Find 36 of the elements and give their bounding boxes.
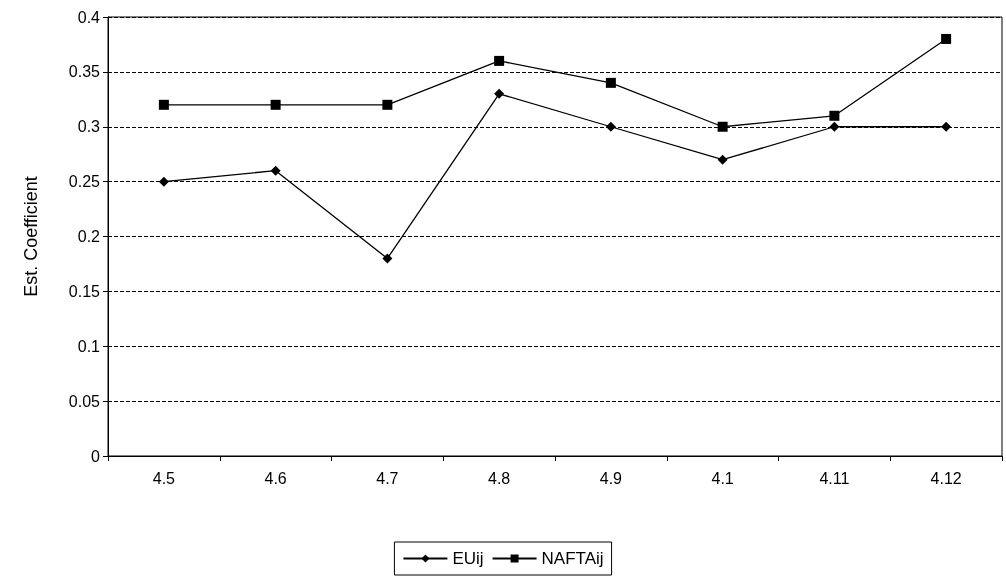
legend-label: EUij [452, 549, 484, 568]
point [270, 165, 281, 176]
point [494, 88, 505, 99]
x-tick-label: 4.8 [488, 469, 511, 487]
point [829, 121, 840, 132]
y-axis-title: Est. Coefficient [21, 176, 41, 297]
point [829, 110, 840, 121]
x-tick-label: 4.11 [819, 469, 850, 487]
point [717, 121, 728, 132]
point [270, 99, 281, 110]
x-tick-label: 4.5 [152, 469, 176, 487]
x-tick-label: 4.9 [599, 469, 623, 487]
y-tick-label: 0.35 [68, 63, 101, 81]
point [158, 176, 169, 187]
x-tick-label: 4.6 [264, 469, 287, 487]
x-tick-label: 4.12 [930, 469, 962, 487]
legend-label: NAFTAij [541, 549, 604, 568]
x-tick-label: 4.7 [376, 469, 399, 487]
y-tick-label: 0.4 [77, 8, 101, 26]
point [605, 121, 616, 132]
point [382, 99, 393, 110]
point [941, 33, 952, 44]
y-tick-label: 0.15 [68, 282, 101, 300]
point [941, 121, 952, 132]
y-tick-label: 0.1 [77, 337, 101, 355]
point [158, 99, 169, 110]
y-tick-label: 0 [91, 447, 101, 465]
y-tick-label: 0.25 [68, 173, 101, 191]
y-tick-label: 0.3 [77, 118, 101, 136]
point [605, 77, 616, 88]
x-tick-label: 4.1 [711, 469, 734, 487]
point [494, 55, 505, 66]
point [717, 154, 728, 165]
y-tick-label: 0.05 [68, 392, 101, 410]
y-tick-label: 0.2 [77, 228, 101, 245]
point [382, 253, 393, 264]
